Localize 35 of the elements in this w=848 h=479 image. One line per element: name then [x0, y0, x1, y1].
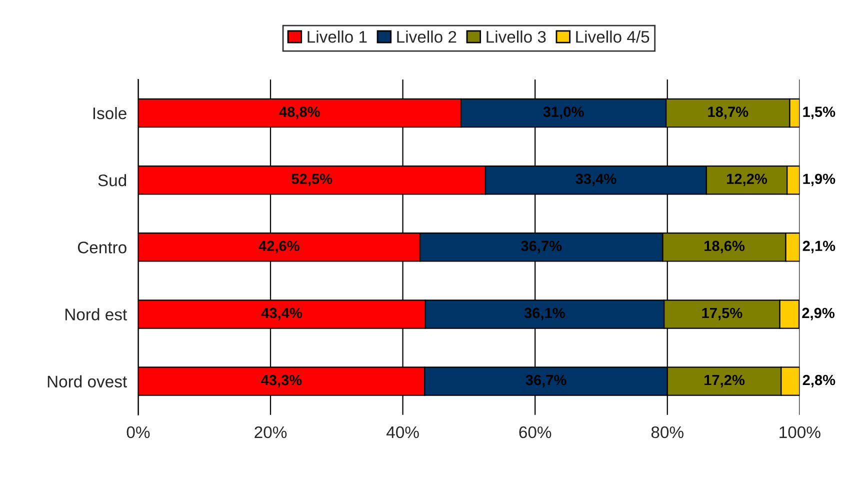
y-tick-label: Nord ovest: [48, 375, 127, 388]
data-label: 2,8%: [802, 374, 836, 388]
data-label: 36,1%: [524, 308, 565, 320]
data-label: 1,5%: [803, 106, 836, 120]
data-label: 18,6%: [704, 240, 745, 254]
x-tick-label: 0%: [126, 426, 150, 438]
data-label: 1,9%: [803, 174, 836, 186]
data-label: 33,4%: [576, 174, 616, 186]
x-tick-label: 80%: [651, 426, 684, 438]
y-tick-label: Isole: [93, 107, 126, 120]
legend-label: Livello 3: [486, 30, 546, 43]
data-label: 48,8%: [279, 106, 320, 120]
data-label: 52,5%: [292, 174, 332, 186]
y-tick-label: Nord est: [65, 308, 127, 320]
legend-label: Livello 1: [308, 30, 367, 43]
data-label: 43,3%: [260, 374, 302, 388]
data-label: 36,7%: [521, 240, 562, 254]
y-tick-label: Sud: [98, 174, 126, 186]
legend-label: Livello 2: [397, 30, 456, 43]
data-label: 43,4%: [261, 308, 302, 320]
data-label: 42,6%: [258, 240, 300, 254]
x-tick-label: 20%: [254, 426, 287, 438]
legend-label: Livello 4/5: [576, 30, 650, 43]
data-label: 2,1%: [802, 240, 836, 254]
x-tick-label: 100%: [780, 426, 820, 438]
data-label: 18,7%: [708, 106, 748, 120]
data-label: 17,2%: [704, 374, 745, 388]
x-tick-label: 40%: [386, 426, 419, 438]
data-label: 31,0%: [543, 106, 584, 120]
data-label: 17,5%: [702, 308, 742, 320]
data-label: 2,9%: [802, 308, 835, 320]
y-tick-label: Centro: [78, 242, 126, 254]
x-tick-label: 60%: [519, 426, 552, 438]
data-label: 12,2%: [726, 174, 768, 186]
data-label: 36,7%: [526, 374, 566, 388]
